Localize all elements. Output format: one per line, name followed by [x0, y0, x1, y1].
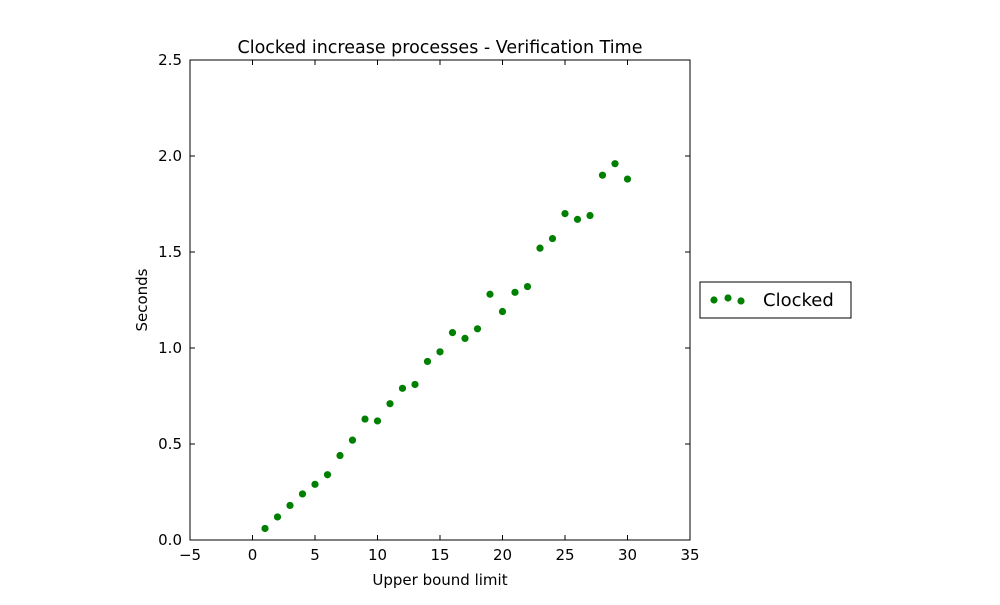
data-point — [398, 384, 407, 392]
data-point — [523, 282, 532, 291]
data-point — [261, 524, 269, 533]
legend-marker-dot — [737, 297, 745, 305]
data-point — [348, 436, 357, 444]
data-point — [586, 211, 594, 220]
x-axis-label: Upper bound limit — [372, 571, 507, 589]
data-point — [361, 415, 369, 423]
legend-marker-dot — [710, 296, 718, 304]
y-tick-label: 1.0 — [158, 339, 182, 357]
y-axis-label: Seconds — [133, 268, 151, 331]
y-tick-label: 1.5 — [158, 243, 182, 261]
data-point — [373, 417, 382, 425]
y-tick-label: 0.0 — [158, 531, 182, 549]
x-tick-label: 25 — [555, 546, 574, 564]
data-point — [423, 357, 432, 366]
data-point — [598, 171, 607, 179]
data-point — [573, 215, 582, 223]
legend: Clocked — [699, 281, 852, 319]
x-tick-label: 15 — [430, 546, 449, 564]
data-point — [611, 160, 619, 168]
data-point — [286, 501, 294, 510]
data-point — [548, 234, 557, 243]
legend-label-clocked: Clocked — [763, 290, 834, 311]
x-tick-label: 5 — [310, 546, 320, 564]
x-tick-label: 35 — [680, 546, 699, 564]
data-point — [386, 400, 394, 408]
x-tick-label: 20 — [493, 546, 512, 564]
x-tick-label: −5 — [179, 546, 201, 564]
data-point — [323, 471, 332, 479]
data-point — [486, 290, 494, 298]
data-point — [436, 348, 444, 356]
y-tick-label: 2.0 — [158, 147, 182, 165]
data-point — [336, 451, 344, 460]
data-point — [536, 244, 544, 252]
data-point — [473, 325, 482, 333]
data-point — [498, 307, 507, 316]
plot-area: −5 0 5 10 15 20 25 30 35 0.0 0.5 1.0 1.5 2.0 2.5 — [158, 51, 699, 564]
data-point — [561, 210, 569, 218]
plot-frame — [189, 59, 691, 541]
legend-marker-dot — [724, 294, 732, 302]
data-point — [461, 334, 469, 342]
data-point — [273, 513, 282, 521]
x-tick-label: 30 — [618, 546, 637, 564]
x-tick-label: 10 — [368, 546, 387, 564]
data-point — [511, 288, 519, 296]
y-tick-label: 2.5 — [158, 51, 182, 69]
chart-title: Clocked increase processes - Verificatio… — [238, 38, 643, 58]
data-point — [311, 480, 319, 488]
data-point — [298, 490, 307, 498]
data-point — [411, 380, 419, 389]
x-tick-label: 0 — [248, 546, 258, 564]
data-point — [448, 329, 457, 337]
y-tick-label: 0.5 — [158, 435, 182, 453]
data-point — [623, 175, 632, 183]
